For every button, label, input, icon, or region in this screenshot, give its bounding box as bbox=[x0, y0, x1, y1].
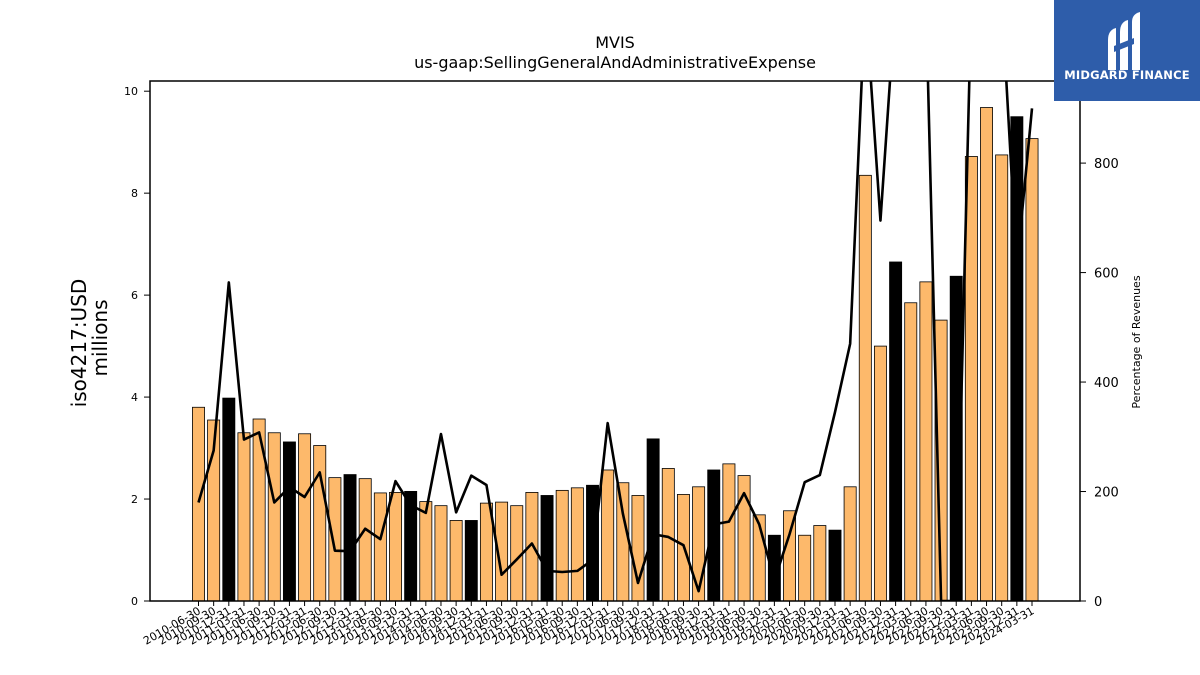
bar-2018-03-31 bbox=[661, 468, 675, 601]
y-axis-left: 0 2 4 6 8 10 bbox=[124, 85, 150, 608]
chart-subtitle: us-gaap:SellingGeneralAndAdministrativeE… bbox=[414, 53, 816, 72]
bar-2010-06-30 bbox=[192, 406, 205, 601]
bar-2016-12-31 bbox=[586, 484, 599, 601]
bar-2013-03-31 bbox=[358, 478, 372, 601]
y2-tick-label: 400 bbox=[1094, 376, 1119, 391]
y-axis-right: 0 200 400 600 800 bbox=[1080, 157, 1119, 610]
bar-2015-06-30 bbox=[495, 501, 509, 601]
y-tick-label: 2 bbox=[131, 493, 138, 506]
y2-tick-label: 600 bbox=[1094, 267, 1119, 282]
bar-2016-03-31 bbox=[540, 495, 554, 601]
bar-2013-06-30 bbox=[373, 492, 387, 601]
bar-2017-03-31 bbox=[601, 469, 615, 601]
bar-2024-03-31 bbox=[1025, 138, 1039, 601]
bar-2022-06-30 bbox=[919, 281, 933, 601]
bar-2018-09-30 bbox=[692, 486, 706, 601]
bar-2014-03-31 bbox=[419, 501, 433, 601]
bar-2021-06-30 bbox=[858, 174, 872, 601]
bar-2010-12-31 bbox=[222, 397, 236, 601]
y-tick-label: 0 bbox=[131, 595, 138, 608]
bar-2015-12-31 bbox=[525, 492, 539, 601]
bar-2014-09-30 bbox=[449, 520, 463, 601]
bar-2021-03-31 bbox=[843, 486, 857, 601]
y-tick-label: 4 bbox=[131, 391, 138, 404]
y2-axis-label: Percentage of Revenues bbox=[1130, 275, 1143, 408]
bar-2011-12-31 bbox=[282, 441, 296, 601]
x-axis: 2010-06-302010-09-302010-12-312011-03-31… bbox=[141, 601, 1037, 648]
bar-2016-09-30 bbox=[570, 487, 584, 601]
logo-text: MIDGARD FINANCE bbox=[1064, 68, 1190, 82]
bar-2013-12-31 bbox=[404, 490, 418, 601]
bar-2023-06-30 bbox=[980, 107, 993, 601]
bar-2017-09-30 bbox=[631, 495, 645, 601]
bar-2011-03-31 bbox=[237, 432, 251, 601]
bar-2020-12-31 bbox=[828, 529, 842, 601]
bar-2013-09-30 bbox=[389, 492, 402, 601]
bar-2021-12-31 bbox=[889, 261, 903, 601]
midgard-finance-logo: MIDGARD FINANCE bbox=[1054, 0, 1200, 101]
bar-2023-09-30 bbox=[995, 154, 1009, 601]
bar-2022-03-31 bbox=[904, 302, 918, 601]
bar-2018-12-31 bbox=[707, 469, 721, 601]
bar-2012-09-30 bbox=[328, 477, 342, 601]
percentage-line bbox=[197, 81, 1034, 601]
y-axis-unit-label: millions bbox=[88, 299, 112, 376]
y2-tick-label: 800 bbox=[1094, 157, 1119, 172]
y2-tick-label: 0 bbox=[1094, 595, 1102, 610]
bar-2016-06-30 bbox=[555, 489, 569, 601]
plot-frame bbox=[149, 80, 1081, 602]
logo-mark-icon bbox=[1108, 12, 1140, 70]
bar-series bbox=[192, 107, 1039, 601]
bar-2011-06-30 bbox=[252, 418, 266, 601]
bar-2011-09-30 bbox=[267, 432, 281, 601]
y-tick-label: 6 bbox=[131, 289, 138, 302]
bar-2021-09-30 bbox=[873, 345, 887, 601]
bar-2014-06-30 bbox=[434, 505, 448, 601]
y-tick-label: 8 bbox=[131, 187, 138, 200]
bar-2012-03-31 bbox=[298, 433, 312, 601]
chart-title: MVIS bbox=[595, 33, 635, 52]
bar-2019-03-31 bbox=[722, 463, 736, 601]
y-tick-label: 10 bbox=[124, 85, 138, 98]
bar-2014-12-31 bbox=[464, 520, 478, 601]
bar-2020-09-30 bbox=[813, 525, 827, 601]
bar-2020-06-30 bbox=[798, 534, 812, 601]
bar-2017-06-30 bbox=[616, 482, 630, 601]
y2-tick-label: 200 bbox=[1094, 486, 1119, 501]
bar-2023-03-31 bbox=[964, 156, 978, 601]
bar-2012-12-31 bbox=[343, 474, 357, 601]
bar-2012-06-30 bbox=[313, 445, 327, 601]
bar-2019-06-30 bbox=[737, 475, 751, 601]
bar-2017-12-31 bbox=[646, 438, 660, 601]
y-axis-label: iso4217:USD bbox=[67, 279, 91, 408]
